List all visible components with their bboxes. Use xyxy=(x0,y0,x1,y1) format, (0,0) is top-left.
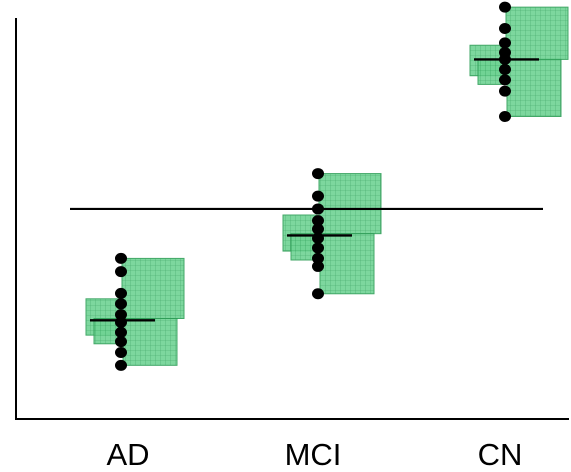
data-point-mci-9 xyxy=(312,190,324,202)
box-cn-lower xyxy=(506,58,562,117)
data-point-cn-7 xyxy=(499,37,511,49)
box-mci-upper xyxy=(318,173,382,235)
data-point-ad-3 xyxy=(115,336,127,348)
data-point-cn-8 xyxy=(499,22,511,34)
points-layer xyxy=(115,1,511,371)
data-point-mci-6 xyxy=(312,223,324,235)
data-point-ad-7 xyxy=(115,298,127,310)
data-point-cn-6 xyxy=(499,47,511,59)
data-point-mci-3 xyxy=(312,252,324,264)
x-tick-label-mci: MCI xyxy=(285,437,342,472)
box-cn-upper xyxy=(505,6,569,60)
data-point-cn-2 xyxy=(499,85,511,97)
box-ad-upper xyxy=(121,257,185,319)
data-point-mci-5 xyxy=(312,232,324,244)
boxes-layer xyxy=(85,6,569,366)
data-point-ad-2 xyxy=(115,346,127,358)
data-point-mci-7 xyxy=(312,215,324,227)
data-point-ad-4 xyxy=(115,326,127,338)
box-ad-lower xyxy=(122,317,178,366)
data-point-cn-9 xyxy=(499,1,511,13)
data-point-mci-10 xyxy=(312,168,324,180)
data-point-ad-10 xyxy=(115,252,127,264)
data-point-ad-5 xyxy=(115,316,127,328)
data-point-mci-1 xyxy=(312,288,324,300)
data-point-cn-1 xyxy=(499,110,511,122)
data-point-ad-8 xyxy=(115,287,127,299)
data-point-cn-3 xyxy=(499,74,511,86)
x-tick-label-cn: CN xyxy=(478,437,523,472)
box-mci-lower xyxy=(319,233,375,295)
data-point-ad-6 xyxy=(115,309,127,321)
data-point-ad-1 xyxy=(115,359,127,371)
x-tick-label-ad: AD xyxy=(106,437,149,472)
data-point-mci-8 xyxy=(312,203,324,215)
data-point-mci-4 xyxy=(312,242,324,254)
data-point-cn-4 xyxy=(499,63,511,75)
data-point-ad-9 xyxy=(115,266,127,278)
data-point-mci-2 xyxy=(312,260,324,272)
